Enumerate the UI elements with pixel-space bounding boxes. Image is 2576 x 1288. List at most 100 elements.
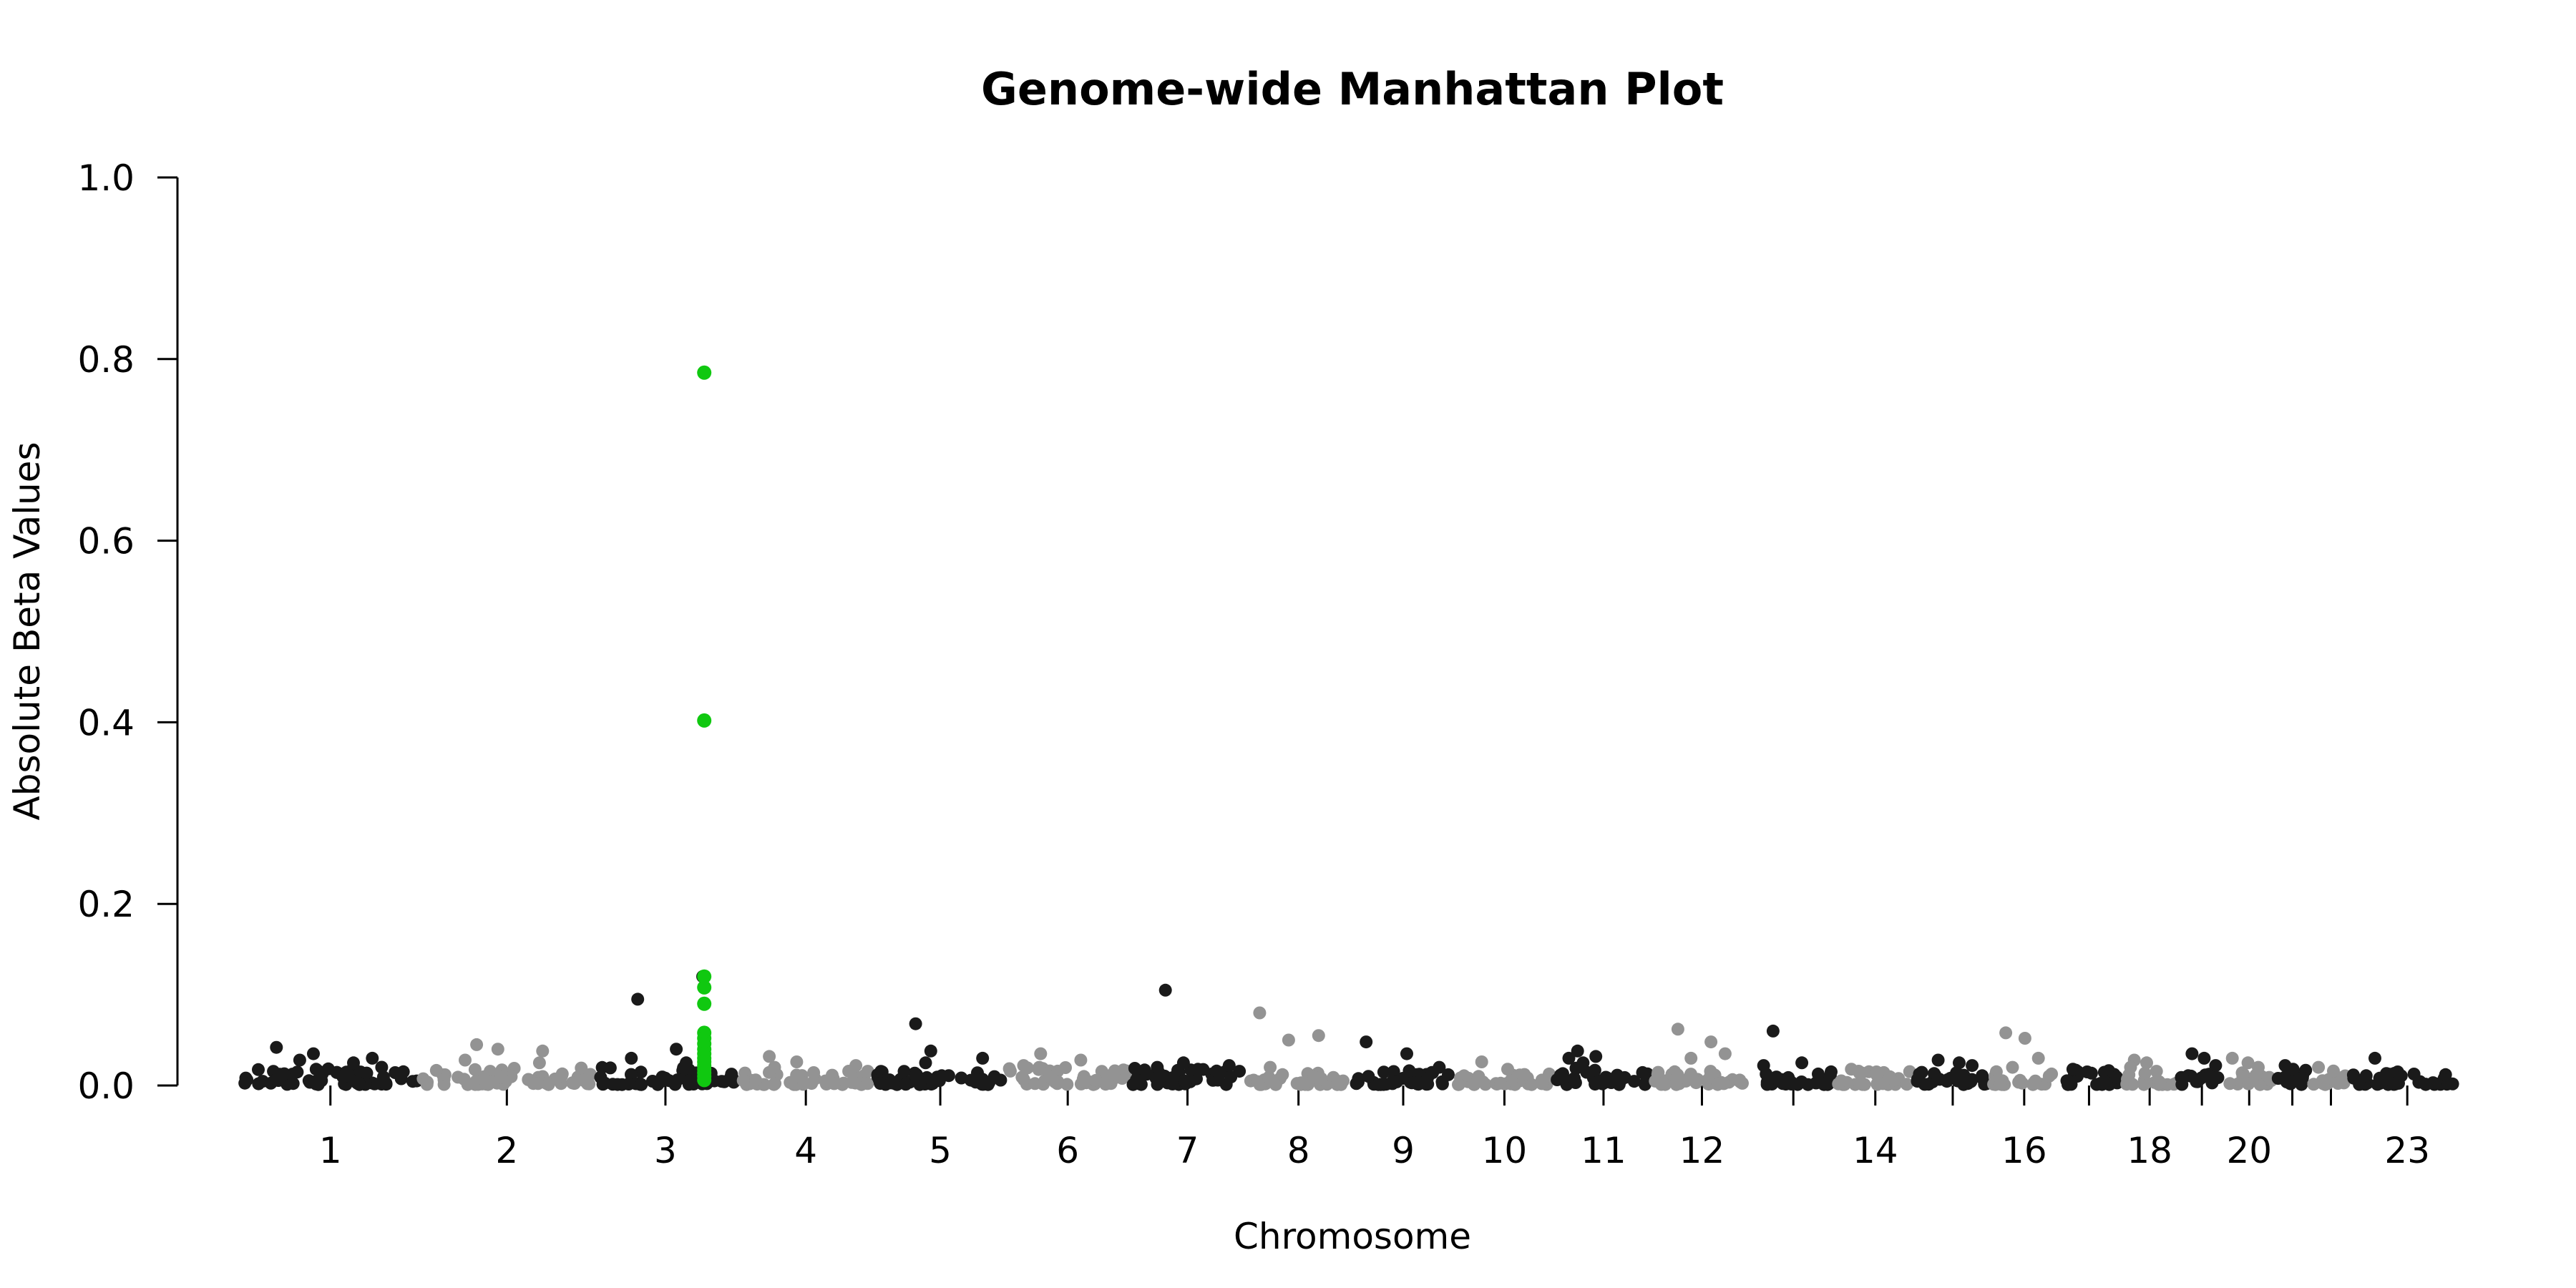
data-point (278, 1067, 291, 1080)
data-point (2124, 1060, 2137, 1074)
data-point (2209, 1059, 2223, 1073)
data-point (1876, 1077, 1890, 1091)
data-point (1845, 1063, 1858, 1076)
data-point (1472, 1070, 1485, 1083)
data-point (2373, 1071, 2386, 1085)
data-point (1282, 1033, 1295, 1047)
data-point (308, 1075, 321, 1088)
data-point (1048, 1075, 1062, 1088)
data-point (2029, 1074, 2042, 1088)
data-point (2316, 1077, 2330, 1091)
y-tick-label: 1.0 (77, 157, 135, 199)
data-point (807, 1066, 821, 1079)
data-point (1130, 1073, 1143, 1087)
data-point (1402, 1064, 1416, 1078)
data-point (1576, 1056, 1590, 1070)
data-point (837, 1076, 850, 1090)
data-point (1795, 1056, 1809, 1070)
data-point (350, 1075, 363, 1089)
data-point (1835, 1074, 1848, 1088)
data-point (1060, 1078, 1074, 1091)
data-point (376, 1070, 390, 1084)
data-point (468, 1063, 482, 1076)
data-point (718, 1075, 731, 1088)
data-point (479, 1078, 493, 1091)
data-point (1964, 1075, 1978, 1088)
data-point (555, 1069, 568, 1083)
data-point (977, 1078, 990, 1091)
data-point (2242, 1077, 2255, 1091)
x-tick-label: 8 (1287, 1130, 1310, 1171)
x-tick-label: 12 (1679, 1130, 1725, 1171)
data-point (2419, 1078, 2432, 1091)
data-point (494, 1070, 508, 1084)
data-point (366, 1051, 379, 1065)
data-point (1922, 1078, 1936, 1091)
data-point (1252, 1075, 1265, 1088)
data-point (1028, 1077, 1042, 1091)
data-point (491, 1043, 504, 1056)
data-point (1671, 1023, 1684, 1036)
data-point (2175, 1078, 2189, 1091)
data-point (2223, 1077, 2237, 1091)
data-point (1900, 1078, 1913, 1091)
data-point (2387, 1078, 2401, 1091)
data-point (1636, 1065, 1649, 1079)
data-point (1504, 1074, 1518, 1087)
data-point (635, 1078, 648, 1091)
y-tick-label: 0.6 (77, 521, 135, 562)
highlight-point (697, 365, 712, 380)
data-point (1711, 1078, 1724, 1091)
data-point (663, 1074, 676, 1088)
data-point (2031, 1051, 2045, 1065)
data-point (1222, 1059, 1236, 1073)
data-point (2331, 1077, 2345, 1090)
data-point (1704, 1035, 1718, 1049)
data-point (429, 1063, 443, 1077)
data-point (1380, 1078, 1393, 1091)
data-point (2140, 1056, 2153, 1070)
data-point (307, 1047, 320, 1060)
data-point (606, 1078, 620, 1091)
data-point (1571, 1044, 1584, 1058)
x-tick-label: 4 (794, 1130, 817, 1171)
highlighted-points (697, 365, 712, 1088)
data-point (1387, 1065, 1400, 1078)
x-tick-label: 16 (2001, 1130, 2047, 1171)
data-point (2353, 1078, 2366, 1091)
x-tick-label: 5 (929, 1130, 952, 1171)
data-point (1360, 1035, 1373, 1049)
data-point (1606, 1073, 1619, 1087)
highlight-point (697, 1073, 712, 1088)
data-point (2097, 1065, 2111, 1079)
data-point (1821, 1078, 1835, 1091)
data-point (459, 1053, 472, 1067)
data-point (2138, 1067, 2152, 1080)
data-point (1568, 1076, 1582, 1089)
data-point (1059, 1061, 1072, 1074)
data-point (1442, 1068, 1455, 1081)
data-point (1525, 1078, 1538, 1091)
data-point (2185, 1047, 2199, 1060)
y-tick-label: 0.4 (77, 702, 135, 743)
data-point (827, 1077, 841, 1091)
data-point (375, 1060, 389, 1074)
highlight-point (697, 969, 712, 984)
data-point (1433, 1060, 1446, 1074)
data-point (2368, 1051, 2381, 1065)
data-point (1589, 1050, 1603, 1063)
data-point (2066, 1063, 2079, 1076)
data-point (625, 1051, 638, 1065)
data-point (316, 1067, 329, 1080)
data-point (252, 1077, 265, 1091)
data-points (238, 970, 2459, 1091)
data-point (542, 1078, 555, 1091)
data-point (1224, 1070, 1238, 1084)
data-point (1377, 1065, 1390, 1079)
data-point (1452, 1078, 1465, 1091)
data-point (1151, 1060, 1164, 1074)
data-point (1262, 1070, 1276, 1084)
data-point (1420, 1071, 1434, 1085)
data-point (421, 1075, 434, 1089)
data-point (484, 1065, 497, 1078)
